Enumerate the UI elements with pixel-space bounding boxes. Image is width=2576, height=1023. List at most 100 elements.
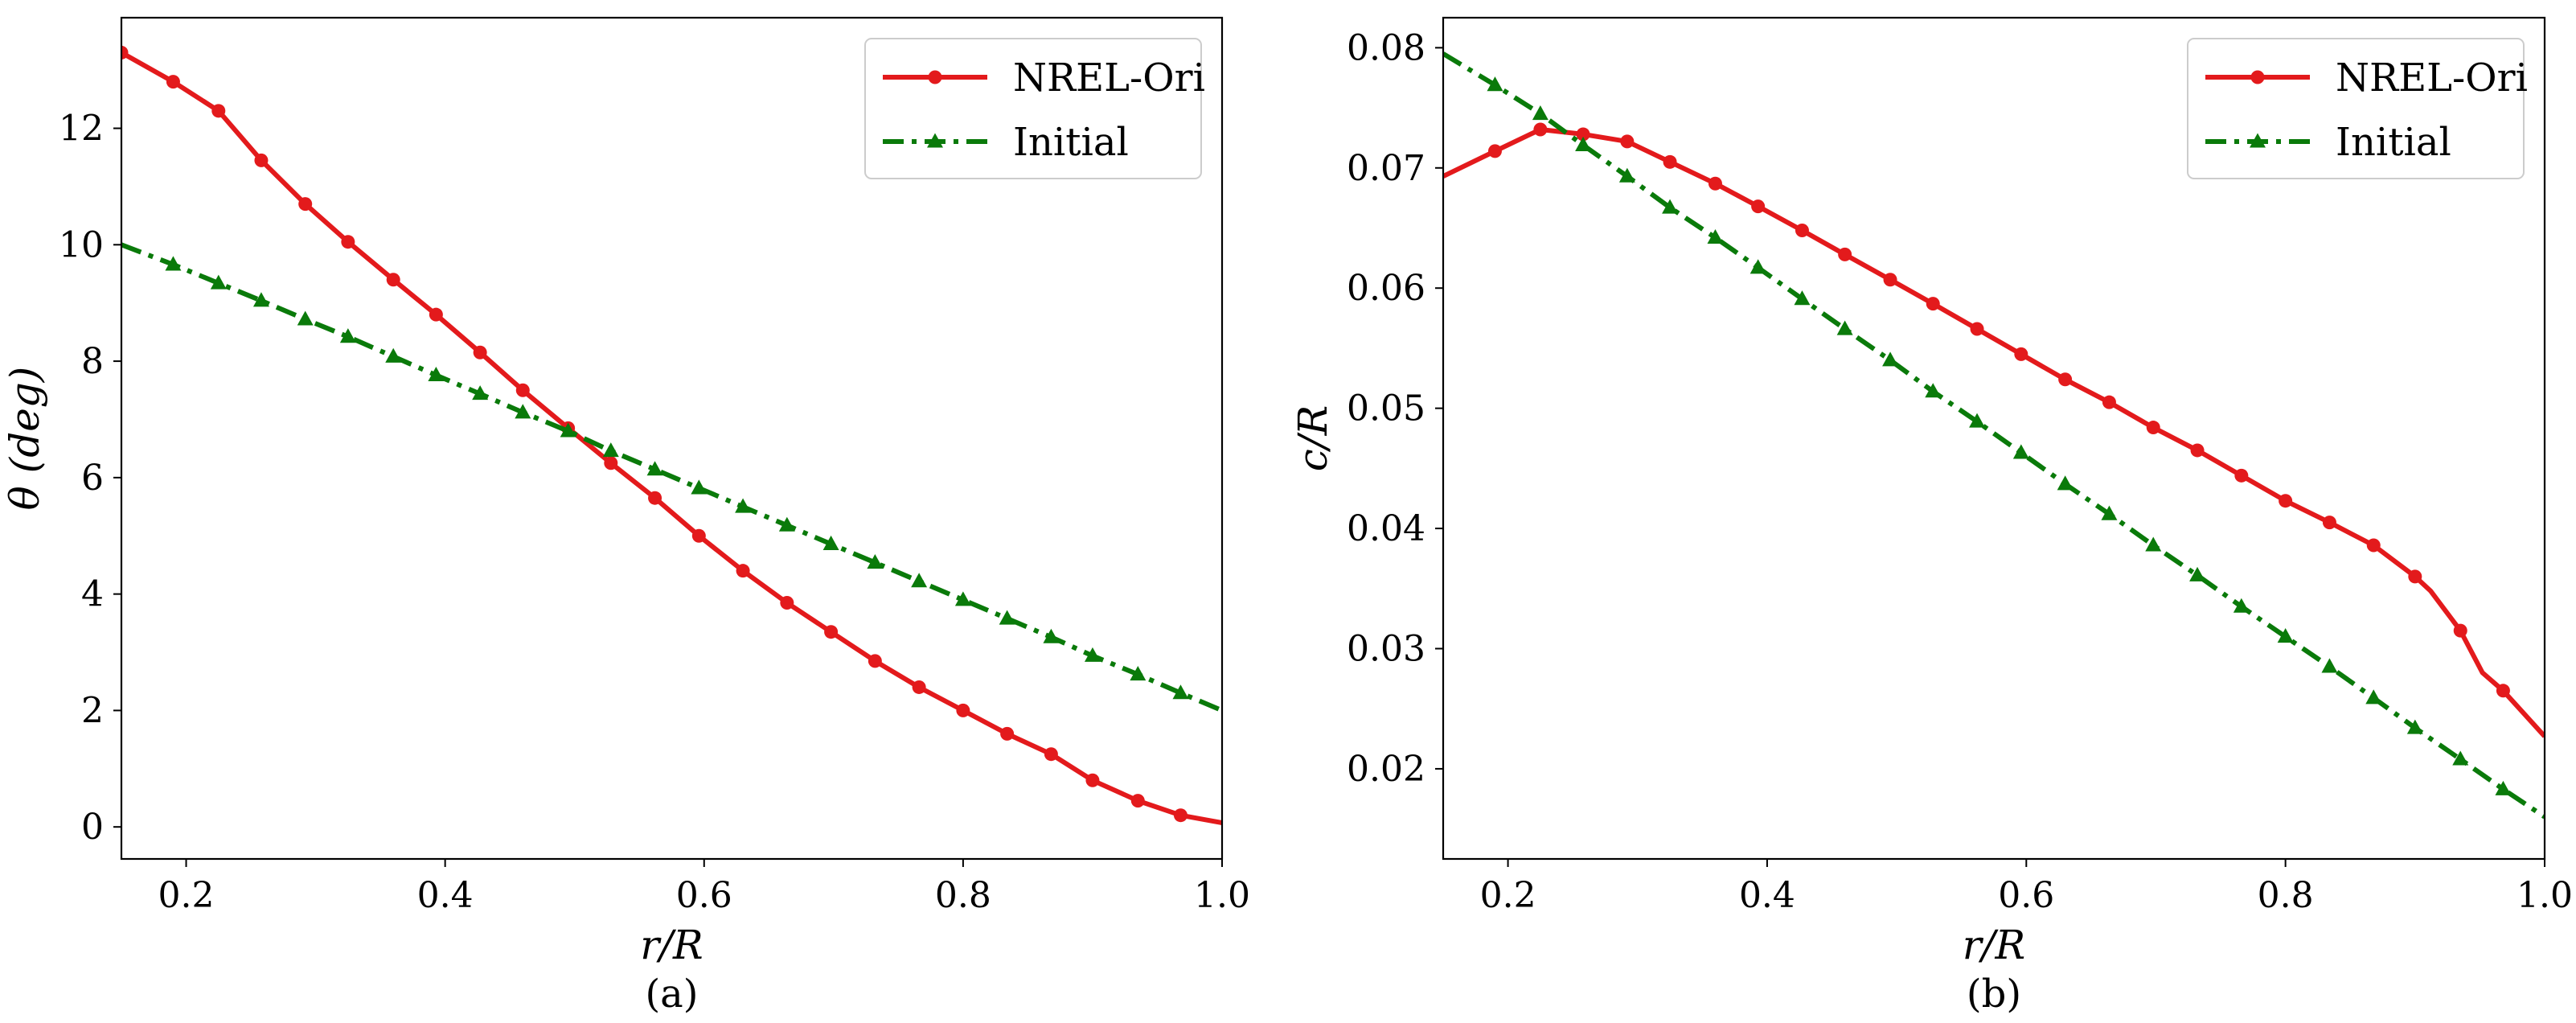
data-point [1883, 273, 1897, 287]
plot-area [1443, 51, 2545, 820]
data-point [1882, 351, 1899, 367]
x-tick-label: 0.4 [1739, 875, 1795, 916]
axes-frame [1442, 16, 2546, 861]
data-point [2495, 780, 2512, 795]
data-point [1836, 320, 1853, 335]
series-line [121, 50, 1222, 826]
data-point [1663, 154, 1677, 169]
data-point [691, 479, 708, 495]
data-point [2365, 689, 2382, 705]
data-point [210, 274, 227, 290]
data-point [1794, 290, 1811, 306]
data-point [254, 153, 269, 167]
data-point [2322, 516, 2336, 530]
y-tick-label: 0.02 [1347, 749, 1425, 790]
series-initial [1443, 51, 2545, 820]
data-point [2145, 536, 2162, 552]
y-tick-label: 4 [81, 574, 104, 615]
data-point [2452, 750, 2469, 766]
series-line [1443, 127, 2545, 738]
data-point [473, 345, 487, 359]
data-point [386, 273, 400, 287]
data-point [822, 535, 839, 550]
x-tick-label: 1.0 [2517, 875, 2573, 916]
series-initial [121, 242, 1222, 713]
data-point [2496, 684, 2510, 698]
data-point [2058, 372, 2073, 387]
x-tick-label: 0.8 [2258, 875, 2314, 916]
data-point [2277, 628, 2294, 643]
x-axis-label: r/R [640, 922, 703, 968]
axes-frame [120, 16, 1224, 861]
data-point [646, 461, 663, 476]
data-point [2233, 598, 2250, 613]
data-point [1708, 176, 1722, 191]
data-point [2279, 494, 2293, 508]
legend-box [2187, 38, 2525, 179]
data-point [2012, 444, 2029, 459]
legend: NREL-Ori Initial [864, 38, 1205, 179]
data-point [2146, 421, 2160, 435]
y-tick-label: 12 [59, 109, 104, 150]
data-point [2408, 569, 2422, 584]
data-point [1618, 167, 1635, 183]
data-point [1662, 199, 1679, 214]
x-tick-label: 0.2 [158, 875, 215, 916]
data-point [2101, 505, 2118, 520]
data-point [165, 256, 182, 271]
data-point [1000, 726, 1015, 741]
x-tick-label: 0.6 [1998, 875, 2054, 916]
y-axis-label: c/R [1290, 405, 1336, 472]
data-point [604, 456, 618, 470]
data-point [339, 328, 356, 343]
legend-marker [2250, 133, 2266, 148]
data-point [1925, 383, 1942, 398]
data-point [1575, 136, 1592, 151]
data-point [2057, 475, 2074, 491]
data-point [648, 491, 662, 505]
data-point [780, 595, 794, 610]
legend-label: Initial [2336, 120, 2451, 165]
x-tick-label: 1.0 [1194, 875, 1250, 916]
data-point [1970, 322, 1984, 336]
legend-marker [2250, 70, 2265, 84]
y-tick-label: 8 [81, 341, 104, 382]
data-point [166, 75, 180, 89]
y-tick-label: 0.06 [1347, 268, 1425, 309]
data-point [2406, 719, 2423, 734]
data-point [1926, 297, 1940, 311]
data-point [1749, 259, 1766, 274]
data-point [341, 235, 355, 249]
x-axis-label: r/R [1963, 922, 2025, 968]
panel-caption: (b) [1967, 972, 2021, 1017]
data-point [560, 422, 576, 438]
legend-marker [927, 133, 943, 148]
y-tick-label: 6 [81, 458, 104, 499]
data-point [428, 366, 445, 382]
legend-marker [928, 70, 942, 84]
data-point [121, 45, 129, 60]
panel-caption: (a) [645, 972, 698, 1017]
y-tick-label: 0.07 [1347, 148, 1425, 189]
data-point [2453, 623, 2467, 638]
plot-area [121, 45, 1222, 826]
data-point [1130, 666, 1146, 681]
data-point [1751, 199, 1766, 214]
data-point [1172, 684, 1189, 700]
data-point [2190, 443, 2205, 458]
y-tick-label: 0.03 [1347, 629, 1425, 670]
data-point [999, 610, 1015, 625]
data-point [2321, 658, 2338, 673]
data-point [1084, 647, 1101, 662]
data-point [2102, 395, 2116, 409]
data-point [956, 703, 970, 717]
data-point [736, 564, 750, 578]
data-point [1487, 144, 1502, 158]
data-point [429, 307, 443, 322]
y-tick-label: 2 [81, 690, 104, 731]
series-nrel-ori [121, 45, 1222, 826]
y-tick-label: 0.04 [1347, 508, 1425, 549]
data-point [1487, 76, 1503, 92]
data-point [211, 104, 226, 118]
